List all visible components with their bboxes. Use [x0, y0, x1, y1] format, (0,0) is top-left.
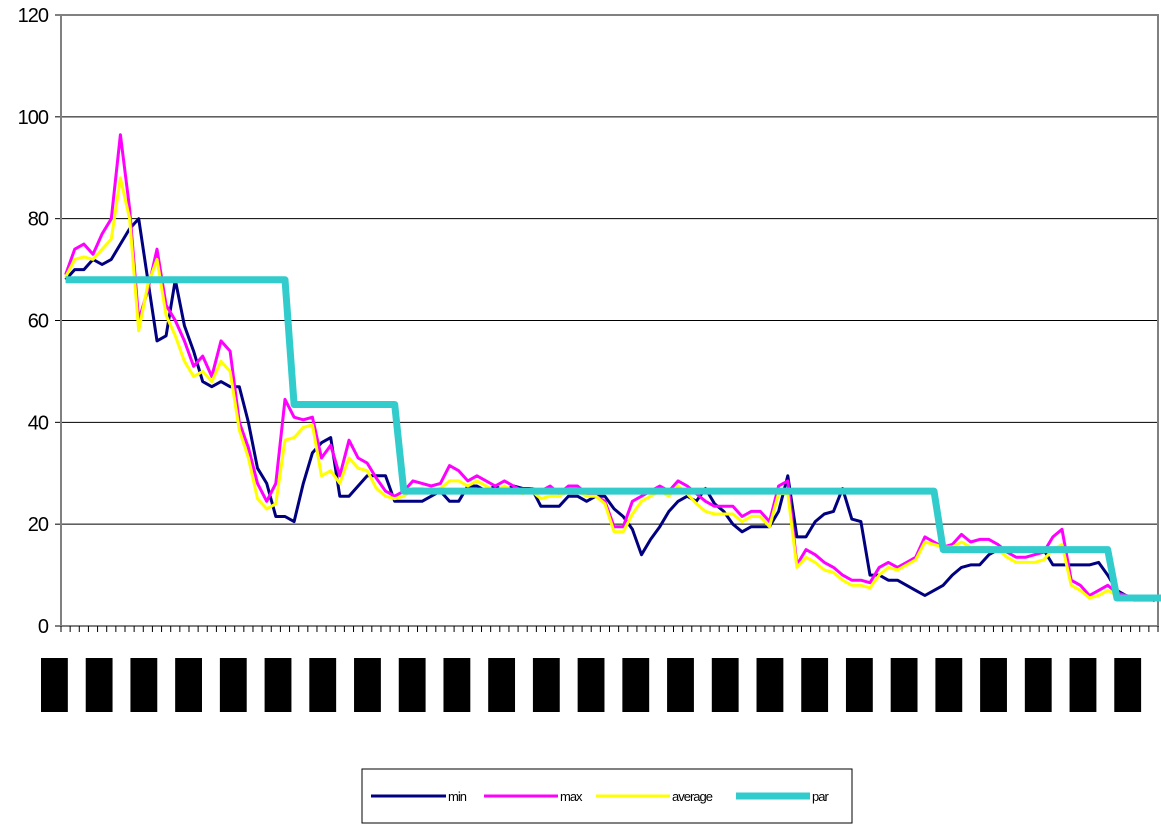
- x-axis-ticks: [60, 626, 1159, 632]
- x-label-redacted: [219, 658, 247, 712]
- series-lines: [64, 133, 1161, 602]
- x-label-redacted: [354, 658, 381, 712]
- x-label-redacted: [622, 658, 650, 712]
- y-axis-ticks: 0 20 40 60 80 100 120: [18, 5, 61, 638]
- legend-label-par: par: [812, 789, 829, 804]
- x-label-redacted: [41, 658, 68, 712]
- x-label-redacted: [801, 658, 829, 712]
- y-tick-label: 60: [28, 311, 49, 333]
- x-label-redacted: [1069, 658, 1097, 712]
- y-tick-label: 100: [18, 107, 49, 129]
- series-line-par: [65, 276, 1161, 602]
- x-label-redacted: [175, 658, 202, 712]
- x-label-redacted: [845, 658, 873, 712]
- x-label-redacted: [85, 658, 113, 712]
- x-label-redacted: [711, 658, 739, 712]
- x-label-redacted: [980, 658, 1007, 712]
- x-label-redacted: [577, 658, 605, 712]
- x-label-redacted: [667, 658, 694, 712]
- y-tick-label: 80: [28, 209, 49, 231]
- x-label-redacted: [398, 658, 426, 712]
- legend: min max average par: [361, 768, 853, 824]
- gridlines: [61, 116, 1158, 525]
- x-label-redacted: [756, 658, 784, 712]
- x-label-redacted: [1024, 658, 1052, 712]
- x-axis-labels-redacted: [41, 658, 1142, 712]
- series-line-max: [64, 133, 1154, 602]
- y-tick-label: 40: [28, 412, 49, 434]
- y-tick-label: 20: [28, 514, 49, 536]
- series-line-average: [64, 176, 1154, 602]
- x-label-redacted: [488, 658, 516, 712]
- y-tick-label: 120: [18, 5, 49, 27]
- x-label-redacted: [532, 658, 560, 712]
- x-label-redacted: [130, 658, 158, 712]
- x-label-redacted: [443, 658, 471, 712]
- legend-label-max: max: [560, 789, 583, 804]
- y-tick-label: 0: [38, 616, 49, 638]
- x-label-redacted: [309, 658, 337, 712]
- legend-label-min: min: [448, 789, 467, 804]
- x-label-redacted: [890, 658, 918, 712]
- x-label-redacted: [264, 658, 292, 712]
- x-label-redacted: [1114, 658, 1142, 712]
- x-label-redacted: [935, 658, 963, 712]
- legend-label-average: average: [672, 789, 713, 804]
